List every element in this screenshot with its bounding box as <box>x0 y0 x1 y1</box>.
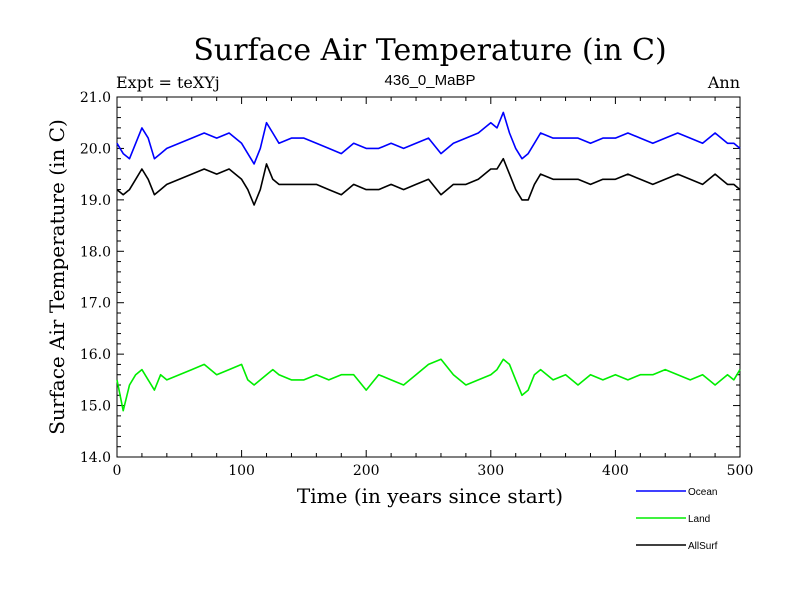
x-axis-label: Time (in years since start) <box>297 484 563 508</box>
series-line-allsurf <box>116 157 741 206</box>
chart-title: Surface Air Temperature (in C) <box>193 33 666 68</box>
y-axis-label: Surface Air Temperature (in C) <box>45 119 69 435</box>
y-tick-label: 21.0 <box>80 90 111 106</box>
x-axis: 0 100 200 300 400 500 <box>113 97 754 479</box>
y-tick-label: 17.0 <box>80 296 111 312</box>
x-tick-label: 500 <box>727 463 754 479</box>
plot-area <box>116 96 741 458</box>
series-line-land <box>116 358 741 412</box>
y-tick-label: 14.0 <box>80 450 111 466</box>
chart-subtitle-left: Expt = teXYj <box>116 73 220 92</box>
y-tick-label: 20.0 <box>80 141 111 157</box>
x-tick-label: 200 <box>353 463 380 479</box>
legend-label-allsurf: AllSurf <box>688 541 718 552</box>
y-tick-label: 15.0 <box>80 399 111 415</box>
x-tick-label: 0 <box>113 463 122 479</box>
legend: Ocean Land AllSurf <box>636 487 718 552</box>
legend-label-land: Land <box>688 514 710 525</box>
x-tick-label: 300 <box>477 463 504 479</box>
chart-subtitle-right: Ann <box>707 73 740 92</box>
legend-label-ocean: Ocean <box>688 487 717 498</box>
y-tick-label: 19.0 <box>80 193 111 209</box>
series-line-ocean <box>116 111 741 165</box>
x-tick-label: 100 <box>228 463 255 479</box>
x-tick-label: 400 <box>602 463 629 479</box>
y-tick-label: 18.0 <box>80 244 111 260</box>
y-tick-label: 16.0 <box>80 347 111 363</box>
chart-subtitle-center: 436_0_MaBP <box>385 72 476 89</box>
series-group <box>116 111 741 412</box>
